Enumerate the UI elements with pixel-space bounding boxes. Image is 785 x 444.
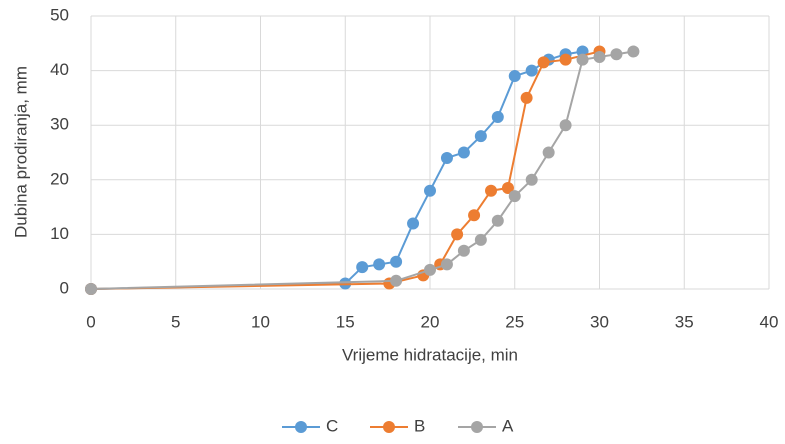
data-point: [485, 184, 498, 197]
data-point: [373, 258, 386, 271]
y-tick-label: 20: [50, 169, 69, 188]
data-point: [501, 181, 514, 194]
data-point: [390, 274, 403, 287]
data-point: [424, 184, 436, 197]
y-tick-label: 0: [60, 278, 69, 297]
y-tick-label: 10: [50, 224, 69, 243]
y-tick-label: 50: [50, 5, 69, 24]
x-tick-label: 35: [675, 312, 694, 331]
data-point: [559, 53, 572, 66]
data-point: [610, 48, 623, 61]
data-point: [85, 283, 97, 295]
legend-label: C: [326, 416, 338, 435]
data-point: [627, 45, 640, 58]
data-point: [356, 261, 369, 274]
data-point: [525, 173, 538, 186]
data-point: [537, 56, 550, 69]
data-point: [457, 244, 470, 257]
data-point: [593, 50, 606, 63]
data-point: [491, 111, 504, 124]
legend-marker: [471, 421, 483, 433]
x-tick-label: 30: [590, 312, 609, 331]
x-tick-label: 40: [760, 312, 779, 331]
data-point: [457, 146, 470, 159]
data-point: [474, 130, 487, 143]
data-point: [440, 151, 453, 164]
data-point: [474, 233, 487, 246]
x-tick-label: 10: [251, 312, 270, 331]
data-point: [424, 263, 436, 276]
x-tick-label: 15: [336, 312, 355, 331]
legend-label: A: [502, 416, 514, 435]
x-tick-label: 20: [421, 312, 440, 331]
data-point: [559, 119, 572, 132]
data-point: [542, 146, 555, 159]
data-point: [440, 258, 453, 271]
x-tick-label: 25: [505, 312, 524, 331]
data-point: [508, 190, 521, 203]
x-axis-label: Vrijeme hidratacije, min: [342, 345, 518, 364]
legend-marker: [383, 421, 395, 433]
y-tick-label: 40: [50, 60, 69, 79]
series-line: [90, 50, 583, 290]
x-tick-label: 5: [171, 312, 180, 331]
y-axis-label: Dubina prodiranja, mm: [11, 66, 30, 238]
data-point: [508, 70, 521, 83]
data-point: [468, 209, 481, 222]
data-point: [390, 255, 403, 268]
data-point: [407, 217, 420, 230]
x-tick-label: 0: [86, 312, 95, 331]
series-line: [90, 50, 634, 290]
legend-marker: [295, 421, 307, 433]
y-tick-label: 30: [50, 115, 69, 134]
data-point: [451, 228, 464, 241]
data-point: [576, 53, 589, 66]
legend-label: B: [414, 416, 425, 435]
data-point: [520, 91, 533, 104]
data-point: [525, 64, 538, 77]
data-point: [491, 214, 504, 227]
